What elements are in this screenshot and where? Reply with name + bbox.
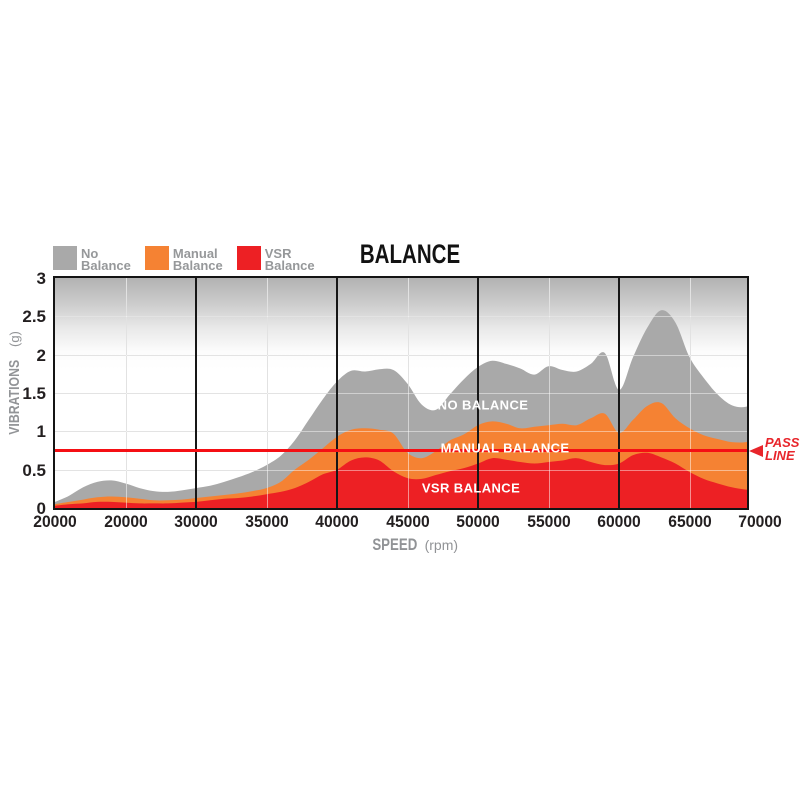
h-gridline — [55, 316, 747, 318]
x-axis-title: SPEED (rpm) — [312, 535, 512, 555]
area-series-chart — [55, 310, 747, 508]
legend-item-no: No Balance — [53, 246, 131, 271]
plot-area: NO BALANCE MANUAL BALANCE VSR BALANCE — [55, 278, 747, 508]
legend-item-manual: Manual Balance — [144, 246, 223, 273]
h-gridline — [55, 354, 747, 356]
v-major-gridline — [618, 278, 620, 508]
y-tick-label: 1.5 — [22, 384, 46, 403]
h-gridline — [55, 393, 747, 394]
x-tick-label: 55000 — [526, 512, 571, 531]
legend-label: VSR Balance — [264, 246, 315, 273]
pass-line-label: PASS LINE — [765, 435, 800, 463]
x-tick-label: 20000 — [33, 512, 77, 531]
y-tick-label: 2 — [36, 345, 46, 365]
v-minor-gridline — [548, 278, 550, 508]
x-axis-unit: (rpm) — [424, 537, 459, 553]
chart-title-text: BALANCE — [359, 239, 461, 269]
y-tick-label: 1 — [36, 422, 46, 442]
x-tick-label: 60000 — [597, 512, 641, 531]
y-tick-label: 0.5 — [22, 460, 46, 480]
y-tick-label: 3 — [36, 269, 46, 288]
v-minor-gridline — [266, 278, 268, 508]
h-gridline — [55, 431, 747, 433]
h-gridline — [55, 354, 747, 356]
h-gridline — [55, 469, 747, 471]
x-tick-label: 50000 — [456, 512, 500, 531]
series-labels: NO BALANCE MANUAL BALANCE VSR BALANCE — [55, 278, 747, 508]
v-minor-gridline — [689, 278, 691, 508]
v-major-gridline — [195, 278, 197, 508]
x-tick-label: 40000 — [315, 512, 359, 531]
legend-swatch — [53, 246, 77, 270]
legend-swatch — [236, 246, 261, 270]
series-label-no-balance: NO BALANCE — [437, 397, 529, 413]
pass-line — [55, 449, 747, 452]
pass-line-arrow-icon — [749, 445, 763, 457]
x-tick-label: 30000 — [174, 512, 218, 531]
pass-line-label-line2: LINE — [765, 447, 795, 463]
x-tick-label: 65000 — [667, 512, 712, 531]
legend: No Balance Manual Balance VSR Balance — [53, 246, 315, 271]
legend-label: Manual Balance — [172, 246, 223, 273]
x-tick-label: 45000 — [385, 512, 430, 531]
v-major-gridline — [336, 278, 338, 508]
v-minor-gridline — [407, 278, 409, 508]
y-tick-label: 0 — [36, 499, 46, 518]
area-series-vsr-balance — [55, 452, 747, 508]
legend-swatch — [144, 246, 169, 270]
v-minor-gridline — [125, 278, 127, 508]
x-tick-label: 70000 — [738, 512, 782, 531]
major-gridlines — [55, 278, 747, 508]
h-gridline — [55, 316, 747, 318]
v-major-gridline — [477, 278, 479, 508]
chart-title: BALANCE — [300, 239, 520, 270]
x-tick-label: 35000 — [244, 512, 289, 531]
gridlines-over — [55, 278, 747, 508]
series-label-manual-balance: MANUAL BALANCE — [440, 440, 570, 456]
series-label-vsr-balance: VSR BALANCE — [421, 480, 521, 496]
legend-label: No Balance — [81, 246, 131, 273]
legend-item-vsr: VSR Balance — [236, 246, 315, 273]
y-tick-label: 2.5 — [22, 307, 46, 327]
y-axis-unit: (g) — [7, 331, 22, 348]
x-tick-label: 20000 — [103, 512, 148, 531]
pass-line-label-line1: PASS — [765, 435, 800, 450]
x-axis-title-text: SPEED — [372, 535, 418, 554]
